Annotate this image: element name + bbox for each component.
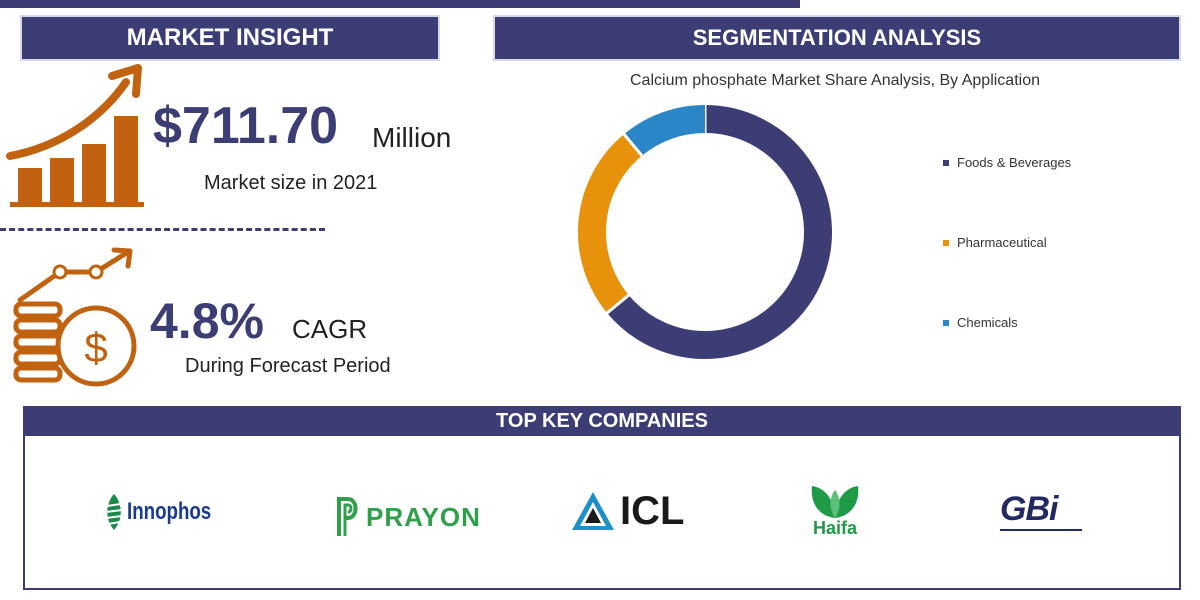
market-insight-heading: MARKET INSIGHT — [20, 15, 440, 61]
legend-label: Foods & Beverages — [957, 155, 1072, 170]
legend-swatch — [943, 239, 949, 246]
logo-icl-text: ICL — [620, 488, 685, 533]
chart-title: Calcium phosphate Market Share Analysis,… — [630, 72, 1040, 89]
market-size-unit: Million — [372, 122, 452, 153]
donut-separator — [606, 293, 630, 315]
market-size-value: $711.70 — [153, 97, 339, 155]
donut-separator — [622, 133, 644, 157]
logo-prayon: PRAYON — [336, 496, 481, 538]
legend-item: Chemicals — [943, 315, 1018, 330]
haifa-leaves-icon — [811, 486, 859, 518]
legend-label: Pharmaceutical — [957, 235, 1047, 250]
legend-item: Foods & Beverages — [943, 155, 1071, 170]
logo-icl: ICL — [570, 488, 684, 534]
legend-label: Chemicals — [957, 315, 1018, 330]
logo-innophos-text: Innophos — [127, 498, 212, 525]
legend-swatch — [943, 319, 949, 326]
logo-haifa-text: Haifa — [812, 518, 857, 538]
logo-haifa: Haifa — [808, 480, 862, 539]
legend-item: Pharmaceutical — [943, 235, 1047, 250]
cagr-caption: During Forecast Period — [185, 355, 391, 377]
growth-bar-chart-icon — [6, 64, 144, 207]
donut-chart — [578, 105, 832, 359]
logo-gbi-text: GBi — [1000, 490, 1058, 528]
dollar-coins-growth-icon: $ — [13, 247, 137, 387]
donut-slice-pharmaceutical — [578, 134, 643, 313]
top-decor-strip — [0, 0, 800, 8]
cagr-label: CAGR — [292, 314, 368, 344]
icl-triangle-icon — [572, 492, 614, 530]
top-decor-strip-cut — [780, 0, 792, 8]
segmentation-heading: SEGMENTATION ANALYSIS — [493, 15, 1181, 61]
logo-gbi-underline — [1000, 529, 1082, 531]
prayon-p-icon — [337, 497, 358, 536]
donut-slice-foods-beverages — [607, 105, 832, 359]
innophos-leaf-icon — [105, 494, 123, 530]
logo-prayon-text: PRAYON — [366, 501, 481, 532]
cagr-value: 4.8% — [150, 293, 264, 349]
svg-text:$: $ — [84, 324, 107, 371]
section-divider — [0, 228, 325, 231]
market-size-caption: Market size in 2021 — [204, 172, 378, 194]
logo-innophos: Innophos — [103, 492, 235, 532]
legend-swatch — [943, 159, 949, 166]
logo-gbi: GBi — [1000, 490, 1082, 531]
donut-slice-chemicals — [624, 105, 706, 157]
companies-heading: TOP KEY COMPANIES — [23, 406, 1181, 436]
